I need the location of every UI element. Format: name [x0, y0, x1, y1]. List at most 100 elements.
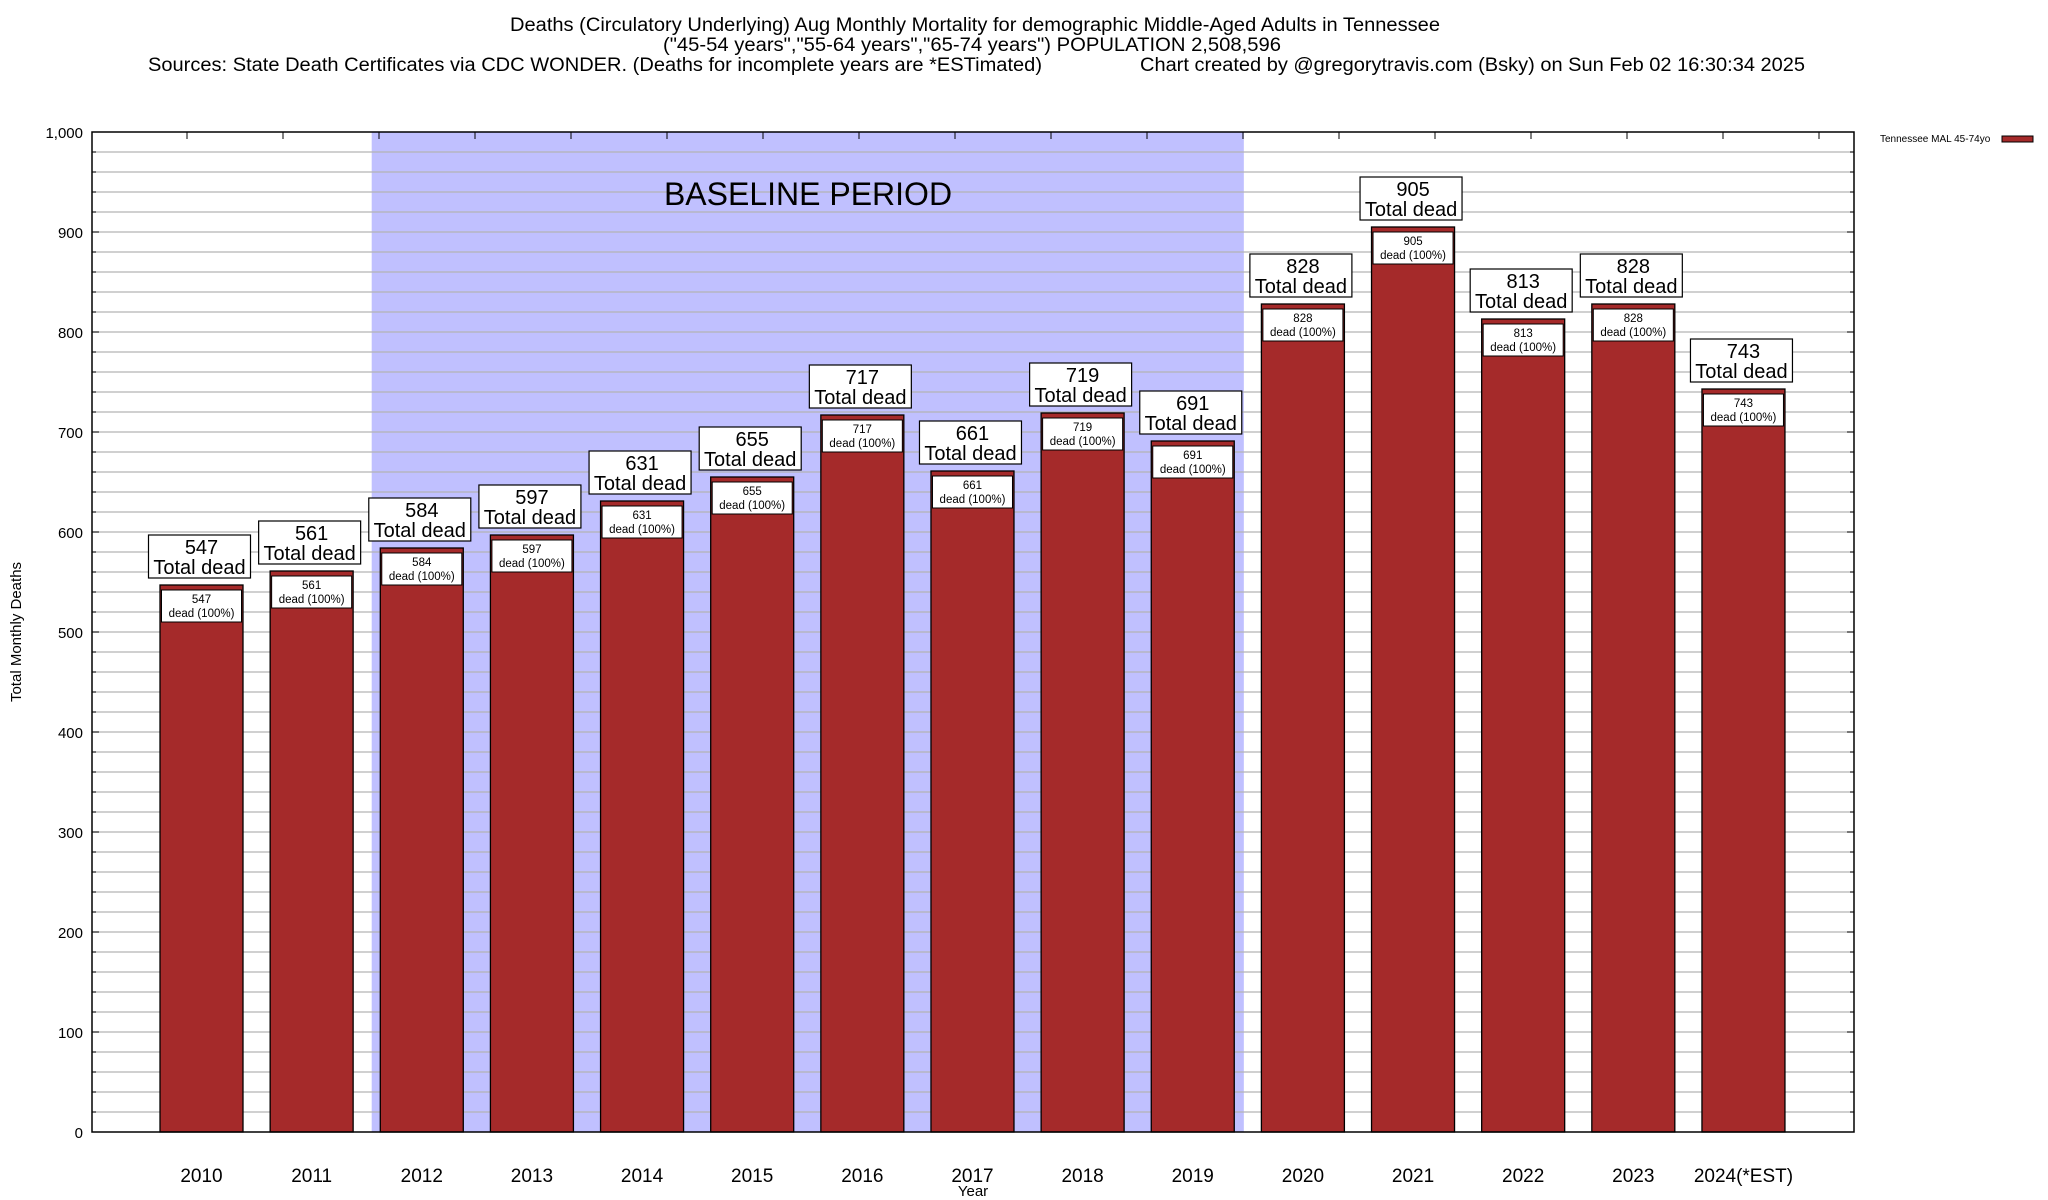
bar-total-label-box: [478, 484, 582, 529]
bar-inner-label-value: 813: [1514, 328, 1533, 340]
bar-total-label-text: Total dead: [1475, 291, 1567, 313]
bar-total-label-value: 561: [295, 523, 328, 545]
bar-total-label-box: [1249, 253, 1353, 298]
bar-inner-label-text: dead (100%): [1490, 342, 1556, 354]
bar: [489, 534, 575, 1133]
x-axis-title: Year: [958, 1183, 988, 1200]
y-tick-label: 300: [58, 825, 83, 842]
bar: [1591, 303, 1676, 1133]
y-tick-label: 200: [58, 925, 83, 942]
bar-total-label-box: [1359, 176, 1463, 221]
x-tick-label: 2018: [1061, 1166, 1103, 1187]
bar-inner-label-value: 655: [743, 486, 762, 498]
chart-sources: Sources: State Death Certificates via CD…: [148, 55, 1042, 76]
bar: [599, 500, 685, 1133]
bar-total-label-box: [1579, 253, 1683, 298]
x-tick-label: 2017: [951, 1166, 993, 1187]
bar-inner-label-box: [931, 475, 1013, 509]
bar-total-label-value: 905: [1396, 179, 1429, 201]
bar-inner-label-box: [161, 589, 242, 623]
bar-inner-label-value: 547: [192, 594, 211, 606]
legend: Tennessee MAL 45-74yo: [1880, 134, 2034, 145]
y-tick-label: 600: [58, 525, 83, 542]
baseline-period-annotation: BASELINE PERIOD: [664, 176, 952, 212]
bar-total-label-value: 547: [185, 537, 218, 559]
bar-inner-label-text: dead (100%): [499, 558, 565, 570]
y-tick-label: 0: [75, 1125, 83, 1142]
x-tick-label: 2015: [731, 1166, 773, 1187]
bar-total-label-box: [698, 426, 802, 471]
bar-inner-label-text: dead (100%): [279, 594, 345, 606]
bar-inner-label-text: dead (100%): [1270, 327, 1336, 339]
bar-inner-label-text: dead (100%): [1160, 464, 1226, 476]
bar-inner-label-text: dead (100%): [940, 494, 1006, 506]
bar-inner-label-text: dead (100%): [829, 438, 895, 450]
x-tick-label: 2016: [841, 1166, 883, 1187]
bar: [1481, 318, 1566, 1133]
bar-total-label-box: [588, 450, 692, 495]
bar-inner-label-value: 597: [522, 544, 541, 556]
legend-swatch: [2001, 135, 2034, 143]
bar-total-label-value: 631: [625, 453, 658, 475]
bar-inner-label-box: [601, 505, 683, 539]
bar-inner-label-value: 717: [853, 424, 872, 436]
bar-total-label-text: Total dead: [1034, 385, 1126, 407]
bar: [1370, 226, 1456, 1133]
bar-total-label-box: [258, 520, 362, 565]
bar-inner-label-value: 828: [1624, 313, 1643, 325]
bar-inner-label-text: dead (100%): [1380, 250, 1446, 262]
bar-total-label-value: 743: [1727, 341, 1760, 363]
bar-total-label-value: 813: [1506, 271, 1539, 293]
bar-inner-label-text: dead (100%): [609, 524, 675, 536]
x-tick-label: 2011: [291, 1166, 332, 1187]
bar-total-label-value: 597: [515, 487, 548, 509]
bar-inner-label-box: [1152, 445, 1234, 479]
bar-total-label-text: Total dead: [1585, 276, 1677, 298]
bar-inner-label-text: dead (100%): [389, 571, 455, 583]
bar-total-label-value: 828: [1286, 256, 1319, 278]
x-tick-label: 2021: [1392, 1166, 1434, 1187]
bar: [1150, 440, 1235, 1133]
chart-title-line-2: ("45-54 years","55-64 years","65-74 year…: [663, 35, 1281, 56]
bar-inner-label-value: 743: [1734, 398, 1753, 410]
bar-total-label-value: 655: [736, 429, 769, 451]
bar: [930, 470, 1015, 1133]
bar-total-label-box: [918, 420, 1023, 465]
bar-total-label-text: Total dead: [484, 507, 576, 529]
y-tick-label: 800: [58, 325, 83, 342]
bar-inner-label-value: 631: [632, 510, 651, 522]
bar-total-label-text: Total dead: [1695, 361, 1787, 383]
bar: [1701, 388, 1786, 1133]
bar-total-label-box: [147, 534, 252, 579]
x-tick-label: 2014: [621, 1166, 664, 1187]
bar-inner-label-box: [491, 539, 573, 573]
bar-total-label-text: Total dead: [263, 543, 355, 565]
bar: [1260, 303, 1346, 1133]
bar-total-label-text: Total dead: [1255, 276, 1347, 298]
bar-inner-label-box: [1262, 308, 1344, 342]
bar-total-label-value: 691: [1176, 393, 1209, 415]
bar-total-label-value: 717: [846, 367, 879, 389]
bar-inner-label-box: [271, 575, 353, 609]
bar-inner-label-box: [1592, 308, 1674, 342]
bar-total-label-text: Total dead: [1365, 199, 1457, 221]
bar-total-label-value: 828: [1617, 256, 1650, 278]
x-tick-label: 2019: [1172, 1166, 1214, 1187]
y-tick-label: 500: [58, 625, 83, 642]
bar-total-label-box: [808, 364, 912, 409]
bar-total-label-box: [368, 497, 472, 542]
chart-title-line-1: Deaths (Circulatory Underlying) Aug Mont…: [510, 15, 1440, 36]
bar-total-label-value: 719: [1066, 365, 1099, 387]
bar: [159, 584, 244, 1133]
bar-inner-label-value: 719: [1073, 422, 1092, 434]
x-tick-label: 2012: [401, 1166, 443, 1187]
bar-inner-label-box: [711, 481, 793, 515]
bar-total-label-text: Total dead: [814, 387, 906, 409]
chart-credit: Chart created by @gregorytravis.com (Bsk…: [1140, 55, 1805, 76]
bar-inner-label-box: [1482, 323, 1564, 357]
bar-total-label-box: [1029, 362, 1133, 407]
bar-total-label-box: [1689, 338, 1794, 383]
bar: [269, 570, 354, 1133]
bar: [820, 414, 905, 1133]
